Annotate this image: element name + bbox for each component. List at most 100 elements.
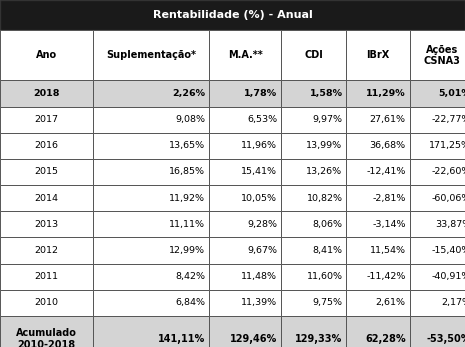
Bar: [281, 263, 346, 290]
Text: 2012: 2012: [35, 246, 59, 255]
Text: -60,06%: -60,06%: [432, 194, 465, 203]
Text: Ano: Ano: [36, 50, 57, 60]
Text: -40,91%: -40,91%: [432, 272, 465, 281]
Text: 2017: 2017: [35, 115, 59, 124]
Bar: [0, 185, 93, 211]
Text: 6,53%: 6,53%: [247, 115, 277, 124]
Bar: [0, 107, 93, 133]
Bar: [281, 211, 346, 237]
Text: 2018: 2018: [33, 89, 60, 98]
Text: CDI: CDI: [305, 50, 323, 60]
Text: 8,41%: 8,41%: [312, 246, 343, 255]
Bar: [410, 263, 465, 290]
Bar: [346, 30, 410, 81]
Bar: [410, 237, 465, 263]
Text: 11,11%: 11,11%: [169, 220, 205, 229]
Text: Ações
CSNA3: Ações CSNA3: [424, 44, 461, 66]
Bar: [93, 316, 209, 347]
Bar: [0, 211, 93, 237]
Text: 1,58%: 1,58%: [310, 89, 343, 98]
Bar: [410, 159, 465, 185]
Bar: [93, 263, 209, 290]
Bar: [346, 81, 410, 107]
Text: 6,84%: 6,84%: [175, 298, 205, 307]
Text: 10,82%: 10,82%: [306, 194, 343, 203]
Text: 11,48%: 11,48%: [241, 272, 277, 281]
Text: 129,46%: 129,46%: [230, 334, 277, 344]
Bar: [0, 0, 465, 30]
Text: 9,97%: 9,97%: [312, 115, 343, 124]
Bar: [0, 237, 93, 263]
Bar: [0, 30, 93, 81]
Text: -12,41%: -12,41%: [366, 168, 406, 177]
Text: 9,28%: 9,28%: [247, 220, 277, 229]
Bar: [93, 81, 209, 107]
Text: 2011: 2011: [35, 272, 59, 281]
Text: 13,99%: 13,99%: [306, 141, 343, 150]
Bar: [0, 263, 93, 290]
Text: IBrX: IBrX: [366, 50, 390, 60]
Bar: [209, 81, 281, 107]
Text: Rentabilidade (%) - Anual: Rentabilidade (%) - Anual: [153, 10, 312, 20]
Bar: [410, 211, 465, 237]
Text: 27,61%: 27,61%: [370, 115, 406, 124]
Bar: [209, 263, 281, 290]
Bar: [346, 159, 410, 185]
Bar: [410, 290, 465, 316]
Bar: [281, 159, 346, 185]
Text: 12,99%: 12,99%: [169, 246, 205, 255]
Text: 8,06%: 8,06%: [312, 220, 343, 229]
Text: 9,67%: 9,67%: [247, 246, 277, 255]
Bar: [346, 211, 410, 237]
Bar: [209, 133, 281, 159]
Bar: [410, 107, 465, 133]
Text: 2016: 2016: [35, 141, 59, 150]
Bar: [281, 290, 346, 316]
Bar: [93, 159, 209, 185]
Bar: [0, 159, 93, 185]
Text: 2,61%: 2,61%: [376, 298, 406, 307]
Text: 16,85%: 16,85%: [169, 168, 205, 177]
Text: 1,78%: 1,78%: [244, 89, 277, 98]
Bar: [281, 316, 346, 347]
Text: 2013: 2013: [34, 220, 59, 229]
Text: 11,92%: 11,92%: [169, 194, 205, 203]
Bar: [410, 316, 465, 347]
Bar: [93, 133, 209, 159]
Bar: [209, 30, 281, 81]
Text: 36,68%: 36,68%: [370, 141, 406, 150]
Text: 2010: 2010: [35, 298, 59, 307]
Bar: [410, 81, 465, 107]
Bar: [281, 185, 346, 211]
Bar: [93, 185, 209, 211]
Bar: [93, 237, 209, 263]
Bar: [209, 107, 281, 133]
Bar: [281, 30, 346, 81]
Text: 11,54%: 11,54%: [370, 246, 406, 255]
Text: 9,08%: 9,08%: [175, 115, 205, 124]
Text: 2015: 2015: [35, 168, 59, 177]
Bar: [346, 290, 410, 316]
Bar: [0, 133, 93, 159]
Text: 11,60%: 11,60%: [306, 272, 343, 281]
Bar: [0, 316, 93, 347]
Bar: [346, 263, 410, 290]
Text: -22,60%: -22,60%: [432, 168, 465, 177]
Bar: [209, 316, 281, 347]
Text: 10,05%: 10,05%: [241, 194, 277, 203]
Bar: [209, 159, 281, 185]
Bar: [410, 30, 465, 81]
Text: 15,41%: 15,41%: [241, 168, 277, 177]
Bar: [346, 237, 410, 263]
Bar: [346, 133, 410, 159]
Text: 2,26%: 2,26%: [172, 89, 205, 98]
Text: 2014: 2014: [35, 194, 59, 203]
Bar: [93, 290, 209, 316]
Text: 11,29%: 11,29%: [366, 89, 406, 98]
Bar: [410, 133, 465, 159]
Bar: [346, 107, 410, 133]
Text: -15,40%: -15,40%: [432, 246, 465, 255]
Text: 11,39%: 11,39%: [241, 298, 277, 307]
Text: 2,17%: 2,17%: [441, 298, 465, 307]
Bar: [281, 107, 346, 133]
